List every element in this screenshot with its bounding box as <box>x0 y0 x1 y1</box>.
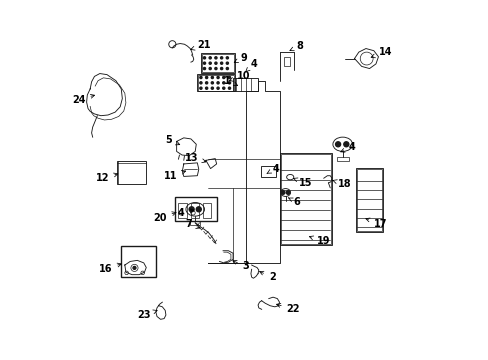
Bar <box>190 203 199 217</box>
Text: 1: 1 <box>224 76 237 86</box>
Circle shape <box>220 67 222 69</box>
Circle shape <box>222 76 224 78</box>
Text: 21: 21 <box>190 40 210 50</box>
Text: 13: 13 <box>185 153 205 163</box>
Circle shape <box>228 82 230 84</box>
Circle shape <box>203 62 205 64</box>
Text: 9: 9 <box>234 53 247 63</box>
Bar <box>355 168 382 232</box>
Text: 4: 4 <box>266 163 279 174</box>
Circle shape <box>343 142 348 147</box>
Circle shape <box>217 76 219 78</box>
Text: 11: 11 <box>163 170 185 181</box>
Circle shape <box>209 62 211 64</box>
Bar <box>260 166 275 177</box>
Circle shape <box>200 82 202 84</box>
Circle shape <box>285 191 289 194</box>
Bar <box>121 246 156 277</box>
Circle shape <box>214 57 217 59</box>
Circle shape <box>222 87 224 89</box>
Circle shape <box>214 67 217 69</box>
Text: 4: 4 <box>340 142 355 152</box>
Text: 18: 18 <box>332 179 351 189</box>
Circle shape <box>209 57 211 59</box>
Text: 23: 23 <box>137 310 157 320</box>
Bar <box>233 78 258 91</box>
Circle shape <box>211 76 213 78</box>
Text: 4: 4 <box>245 59 256 72</box>
Circle shape <box>200 87 202 89</box>
Circle shape <box>211 87 213 89</box>
Bar <box>279 153 332 245</box>
Text: 22: 22 <box>276 303 300 314</box>
Circle shape <box>335 142 340 147</box>
Circle shape <box>205 82 207 84</box>
Bar <box>283 57 290 66</box>
Circle shape <box>281 191 285 194</box>
Circle shape <box>226 57 228 59</box>
Text: 8: 8 <box>289 41 303 51</box>
Bar <box>190 221 200 225</box>
Bar <box>336 157 348 161</box>
Text: 20: 20 <box>153 212 176 222</box>
Text: 17: 17 <box>365 218 386 229</box>
Circle shape <box>226 67 228 69</box>
Text: 2: 2 <box>259 271 275 282</box>
Circle shape <box>220 62 222 64</box>
Circle shape <box>217 87 219 89</box>
Bar <box>201 53 234 73</box>
Text: 4: 4 <box>177 208 193 218</box>
Bar <box>281 154 330 244</box>
Text: 12: 12 <box>96 173 118 183</box>
Circle shape <box>133 266 136 269</box>
Text: 7: 7 <box>184 219 200 229</box>
Circle shape <box>214 62 217 64</box>
Circle shape <box>217 82 219 84</box>
Bar <box>201 54 234 72</box>
Bar <box>175 197 217 221</box>
Text: 15: 15 <box>293 178 312 188</box>
Text: 10: 10 <box>229 71 250 81</box>
Text: 24: 24 <box>72 94 94 105</box>
Text: 5: 5 <box>165 135 180 145</box>
Circle shape <box>200 76 202 78</box>
Circle shape <box>203 67 205 69</box>
Circle shape <box>211 82 213 84</box>
Circle shape <box>226 62 228 64</box>
Circle shape <box>203 57 205 59</box>
Bar <box>116 161 145 184</box>
Circle shape <box>228 87 230 89</box>
Bar <box>178 203 186 217</box>
Circle shape <box>222 82 224 84</box>
Circle shape <box>205 87 207 89</box>
Text: 6: 6 <box>288 197 300 207</box>
Text: 3: 3 <box>232 261 249 271</box>
Bar <box>356 169 381 231</box>
Circle shape <box>220 57 222 59</box>
Circle shape <box>228 76 230 78</box>
Circle shape <box>196 207 201 212</box>
Text: 14: 14 <box>370 47 391 58</box>
Text: 19: 19 <box>309 236 329 247</box>
Circle shape <box>189 207 194 212</box>
Text: 16: 16 <box>99 263 121 274</box>
Circle shape <box>209 67 211 69</box>
Bar <box>197 74 234 91</box>
Bar <box>203 203 211 217</box>
Circle shape <box>205 76 207 78</box>
Bar <box>198 75 234 91</box>
